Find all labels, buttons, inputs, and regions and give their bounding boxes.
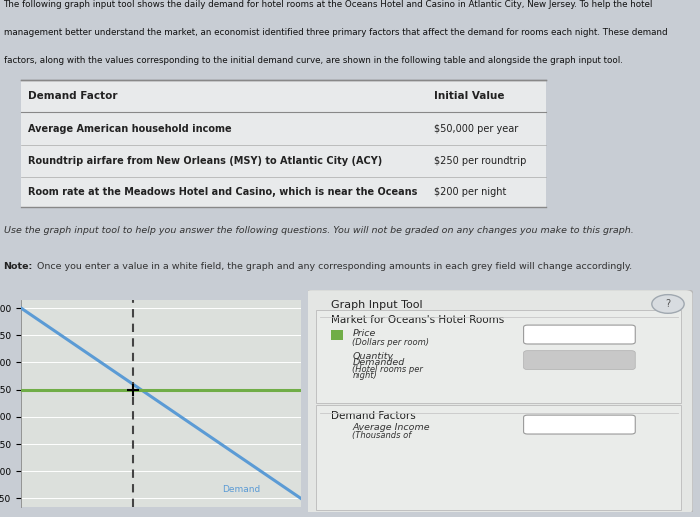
Text: Average Income: Average Income (352, 423, 430, 432)
FancyBboxPatch shape (316, 310, 682, 403)
Text: 50: 50 (573, 419, 586, 430)
Text: 350: 350 (570, 329, 589, 340)
Text: (Thousands of: (Thousands of (352, 431, 412, 439)
Text: Graph Input Tool: Graph Input Tool (331, 299, 423, 310)
Text: Room rate at the Meadows Hotel and Casino, which is near the Oceans: Room rate at the Meadows Hotel and Casin… (28, 187, 417, 197)
Text: $50,000 per year: $50,000 per year (434, 124, 518, 133)
Text: $250 per roundtrip: $250 per roundtrip (434, 156, 526, 166)
Text: Demand Factors: Demand Factors (331, 410, 416, 421)
FancyBboxPatch shape (524, 351, 636, 370)
Text: Initial Value: Initial Value (434, 92, 505, 101)
FancyBboxPatch shape (316, 405, 682, 510)
FancyBboxPatch shape (524, 325, 636, 344)
Text: (Dollars per room): (Dollars per room) (352, 338, 429, 347)
Text: Average American household income: Average American household income (28, 124, 232, 133)
Text: Quantity: Quantity (352, 352, 393, 361)
Text: night): night) (352, 371, 377, 379)
Bar (331, 329, 343, 340)
Text: Note:: Note: (4, 263, 33, 271)
Text: Market for Oceans's Hotel Rooms: Market for Oceans's Hotel Rooms (331, 315, 504, 325)
FancyBboxPatch shape (304, 290, 693, 514)
Text: Use the graph input tool to help you answer the following questions. You will no: Use the graph input tool to help you ans… (4, 226, 634, 235)
Text: ?: ? (666, 299, 671, 309)
Text: management better understand the market, an economist identified three primary f: management better understand the market,… (4, 28, 667, 37)
Bar (21, 80, 546, 207)
Text: factors, along with the values corresponding to the initial demand curve, are sh: factors, along with the values correspon… (4, 56, 622, 65)
FancyBboxPatch shape (524, 415, 636, 434)
Text: Once you enter a value in a white field, the graph and any corresponding amounts: Once you enter a value in a white field,… (34, 263, 631, 271)
Text: $200 per night: $200 per night (434, 187, 506, 197)
Text: Price: Price (352, 329, 376, 339)
Text: Roundtrip airfare from New Orleans (MSY) to Atlantic City (ACY): Roundtrip airfare from New Orleans (MSY)… (28, 156, 382, 166)
Circle shape (652, 295, 684, 313)
Text: Demanded: Demanded (352, 358, 405, 368)
Text: (Hotel rooms per: (Hotel rooms per (352, 365, 423, 374)
Text: Demand: Demand (223, 485, 261, 494)
Text: 150: 150 (570, 355, 589, 365)
Text: The following graph input tool shows the daily demand for hotel rooms at the Oce: The following graph input tool shows the… (4, 0, 653, 9)
Text: Demand Factor: Demand Factor (28, 92, 118, 101)
